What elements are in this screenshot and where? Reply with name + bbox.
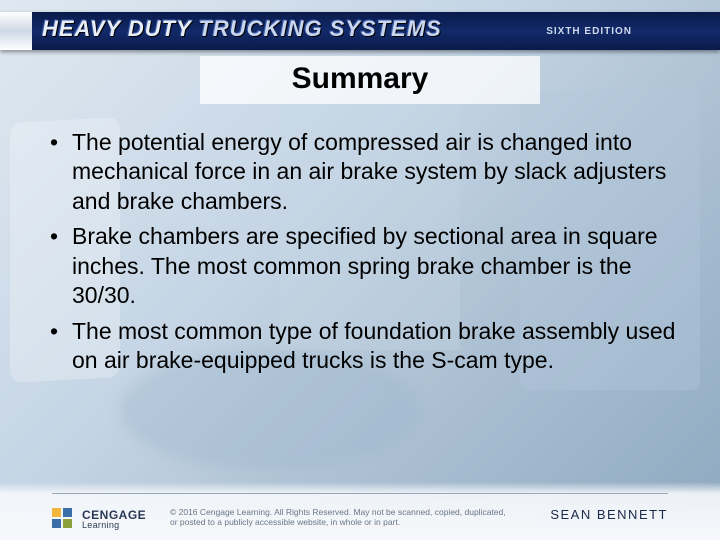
- bullet-item: The potential energy of compressed air i…: [46, 128, 686, 216]
- author-name: SEAN BENNETT: [550, 507, 668, 522]
- header-bar: HEAVY DUTY TRUCKING SYSTEMS SIXTH EDITIO…: [0, 12, 720, 50]
- footer: CENGAGE Learning © 2016 Cengage Learning…: [0, 482, 720, 540]
- bullet-item: The most common type of foundation brake…: [46, 317, 686, 376]
- header-edition: SIXTH EDITION: [546, 26, 632, 37]
- footer-rule: [52, 493, 668, 494]
- slide: HEAVY DUTY TRUCKING SYSTEMS SIXTH EDITIO…: [0, 0, 720, 540]
- publisher-name-bottom: Learning: [82, 521, 146, 530]
- copyright-text: © 2016 Cengage Learning. All Rights Rese…: [170, 507, 510, 528]
- header-left-cap: [0, 12, 32, 50]
- bullet-item: Brake chambers are specified by sectiona…: [46, 222, 686, 310]
- publisher-text: CENGAGE Learning: [82, 509, 146, 530]
- header-title: HEAVY DUTY TRUCKING SYSTEMS: [42, 16, 442, 42]
- body-content: The potential energy of compressed air i…: [46, 128, 686, 382]
- bullet-list: The potential energy of compressed air i…: [46, 128, 686, 376]
- header-title-prefix: HEAVY DUTY: [42, 16, 198, 41]
- publisher-logo: CENGAGE Learning: [52, 508, 146, 530]
- slide-title: Summary: [0, 62, 720, 96]
- publisher-name-top: CENGAGE: [82, 509, 146, 521]
- header-title-main: TRUCKING SYSTEMS: [198, 16, 441, 41]
- publisher-icon: [52, 508, 74, 530]
